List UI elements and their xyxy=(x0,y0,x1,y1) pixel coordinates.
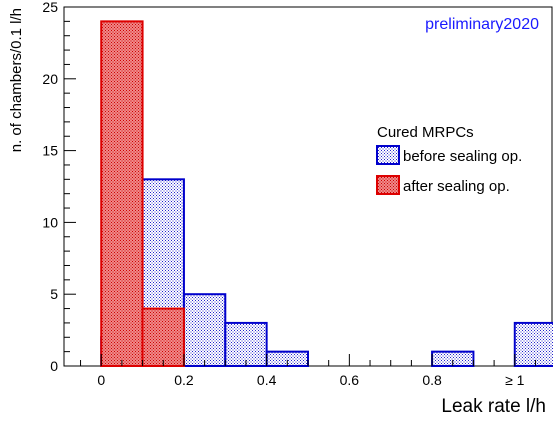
x-tick-label: 0.2 xyxy=(174,372,194,388)
histogram-bar-before-10 xyxy=(513,321,553,368)
legend-label-after: after sealing op. xyxy=(403,178,510,195)
preliminary-annotation: preliminary2020 xyxy=(425,16,539,33)
y-axis-label: n. of chambers/0.1 l/h xyxy=(8,8,25,152)
histogram-bar-before-3 xyxy=(224,321,268,368)
x-tick-label: 0.6 xyxy=(340,372,360,388)
y-tick-label: 10 xyxy=(42,214,58,230)
histogram-bar-before-2 xyxy=(182,293,227,368)
y-tick-label: 15 xyxy=(42,143,58,159)
legend: Cured MRPCs before sealing op. after sea… xyxy=(376,124,522,195)
y-tick-label: 25 xyxy=(42,0,58,15)
y-tick-label: 5 xyxy=(50,286,58,302)
x-tick-label: 0 xyxy=(97,372,105,388)
legend-title: Cured MRPCs xyxy=(377,124,474,141)
legend-swatch-before xyxy=(376,145,400,165)
x-tick-label: 0.4 xyxy=(257,372,277,388)
x-tick-label: ≥ 1 xyxy=(505,372,525,388)
histogram-bar-after-1 xyxy=(141,307,185,367)
x-tick-label: 0.8 xyxy=(422,372,442,388)
histogram-bar-after-0 xyxy=(100,20,144,368)
legend-swatch-after xyxy=(376,175,400,195)
x-axis-label: Leak rate l/h xyxy=(441,396,546,417)
legend-label-before: before sealing op. xyxy=(403,148,522,165)
y-tick-label: 20 xyxy=(42,71,58,87)
y-tick-label: 0 xyxy=(50,358,58,374)
